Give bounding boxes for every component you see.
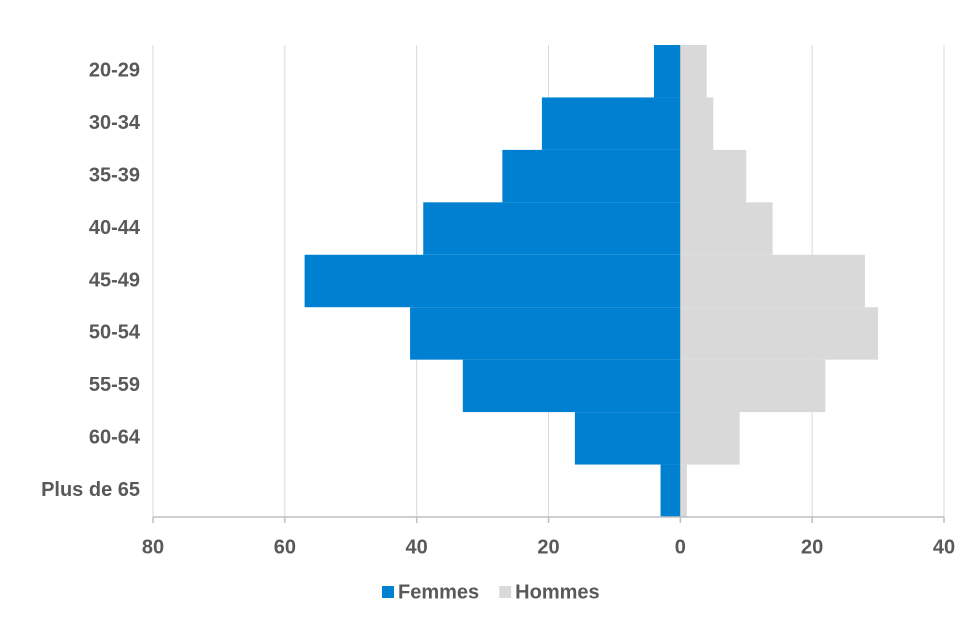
bar <box>660 464 681 517</box>
bar <box>680 97 714 150</box>
x-tick-label: 80 <box>142 536 164 558</box>
bar <box>680 359 826 413</box>
bar <box>680 464 687 517</box>
bar <box>680 149 747 203</box>
bar <box>462 359 681 413</box>
bar <box>653 45 681 98</box>
legend-swatch <box>382 586 394 598</box>
legend-label: Femmes <box>398 581 479 603</box>
bar <box>423 202 681 255</box>
y-tick-label: Plus de 65 <box>41 479 140 501</box>
x-tick-label: 20 <box>537 536 559 558</box>
y-tick-label: 30-34 <box>89 112 141 134</box>
y-tick-label: 55-59 <box>89 374 140 396</box>
x-tick-label: 40 <box>406 536 428 558</box>
y-tick-label: 40-44 <box>89 217 141 239</box>
y-tick-label: 45-49 <box>89 269 140 291</box>
bar <box>680 254 865 308</box>
y-tick-label: 35-39 <box>89 164 140 186</box>
bar <box>304 254 681 308</box>
x-tick-label: 40 <box>933 536 955 558</box>
x-tick-label: 0 <box>675 536 686 558</box>
y-tick-label: 60-64 <box>89 427 141 449</box>
bar <box>680 307 879 360</box>
x-tick-label: 20 <box>801 536 823 558</box>
bar <box>574 412 681 465</box>
y-tick-label: 20-29 <box>89 60 140 82</box>
bar <box>502 149 681 203</box>
x-tick-label: 60 <box>274 536 296 558</box>
legend-swatch <box>499 586 512 598</box>
y-tick-label: 50-54 <box>89 322 141 344</box>
legend-label: Hommes <box>515 581 599 603</box>
bar <box>680 45 707 98</box>
bar <box>410 307 681 360</box>
bar <box>680 202 773 255</box>
bar <box>541 97 681 150</box>
bar <box>680 412 740 465</box>
